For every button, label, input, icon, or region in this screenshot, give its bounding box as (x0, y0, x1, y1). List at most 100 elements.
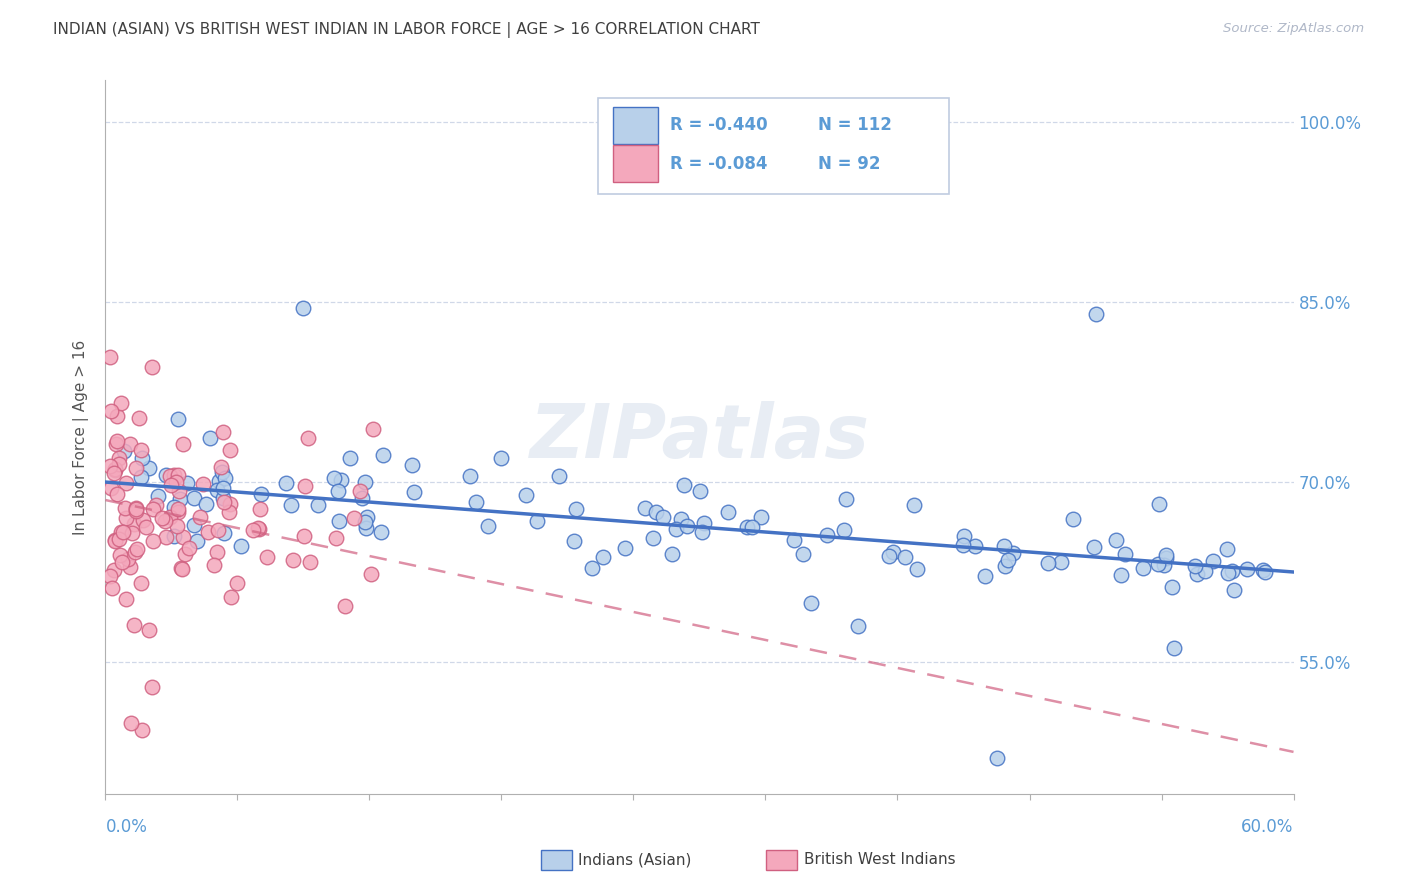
Point (652, 509, 675, 524)
Point (100, 404, 122, 418)
Point (370, 524, 392, 539)
Point (993, 540, 1015, 554)
Point (205, 545, 228, 559)
Point (105, 437, 128, 451)
Point (280, 499, 302, 513)
Point (166, 518, 188, 533)
Point (146, 489, 169, 503)
Point (121, 526, 143, 541)
Point (963, 539, 986, 553)
Point (751, 510, 773, 524)
Point (882, 545, 904, 559)
Point (242, 524, 264, 538)
Point (903, 498, 925, 512)
Point (167, 483, 190, 498)
Point (1184, 559, 1206, 574)
Point (294, 479, 316, 493)
Point (115, 511, 138, 525)
Point (142, 534, 165, 549)
Point (515, 488, 537, 502)
Point (115, 592, 138, 607)
Point (155, 530, 177, 544)
Point (128, 410, 150, 425)
Point (846, 619, 869, 633)
Point (231, 539, 253, 553)
Point (634, 501, 657, 516)
Point (107, 457, 129, 471)
Point (1149, 497, 1171, 511)
Text: N = 112: N = 112 (818, 116, 893, 134)
Point (1236, 562, 1258, 576)
Point (832, 523, 855, 537)
Point (195, 497, 218, 511)
Point (1216, 566, 1239, 580)
Point (131, 723, 153, 737)
Point (477, 518, 499, 533)
Point (212, 491, 235, 506)
FancyBboxPatch shape (599, 98, 949, 194)
Point (118, 559, 141, 574)
Point (592, 549, 614, 564)
Point (997, 553, 1019, 567)
Point (174, 547, 197, 561)
Point (172, 530, 194, 544)
Point (274, 476, 297, 491)
Point (131, 513, 153, 527)
Point (783, 533, 806, 547)
Point (402, 485, 425, 500)
Point (98, 350, 121, 364)
Point (292, 529, 315, 543)
Point (356, 509, 378, 524)
Point (142, 501, 165, 516)
Point (127, 541, 149, 556)
Point (103, 563, 125, 577)
Point (153, 514, 176, 528)
Point (1153, 558, 1175, 573)
Point (297, 431, 319, 445)
Point (565, 502, 588, 516)
Point (122, 617, 145, 632)
Point (105, 409, 128, 423)
Point (1105, 533, 1128, 547)
Point (100, 481, 122, 495)
Point (205, 483, 228, 497)
Point (672, 478, 695, 492)
Y-axis label: In Labor Force | Age > 16: In Labor Force | Age > 16 (73, 340, 90, 534)
Point (129, 576, 152, 591)
Point (526, 514, 548, 528)
Point (256, 550, 278, 565)
Point (644, 505, 666, 519)
Point (155, 468, 177, 483)
Point (1254, 565, 1277, 579)
Point (163, 500, 186, 514)
Point (893, 549, 915, 564)
Point (247, 521, 270, 535)
Point (1223, 582, 1246, 597)
Point (1132, 560, 1154, 574)
Point (125, 461, 148, 475)
Point (354, 515, 377, 529)
Point (125, 501, 148, 516)
Point (1185, 566, 1208, 581)
Point (108, 532, 131, 546)
Point (281, 553, 304, 567)
Point (815, 527, 838, 541)
Point (717, 505, 740, 519)
Point (953, 529, 976, 543)
Point (131, 451, 153, 466)
Text: Source: ZipAtlas.com: Source: ZipAtlas.com (1223, 22, 1364, 36)
Point (664, 522, 686, 536)
Point (98, 458, 121, 473)
Point (1114, 547, 1136, 561)
Point (118, 437, 141, 451)
Point (328, 515, 350, 529)
Point (1251, 563, 1274, 577)
Point (172, 437, 194, 451)
Point (159, 469, 181, 483)
Point (219, 442, 242, 457)
Point (209, 460, 232, 475)
Text: 0.0%: 0.0% (105, 818, 148, 836)
Point (1111, 567, 1133, 582)
Point (124, 516, 146, 531)
Point (333, 599, 356, 614)
